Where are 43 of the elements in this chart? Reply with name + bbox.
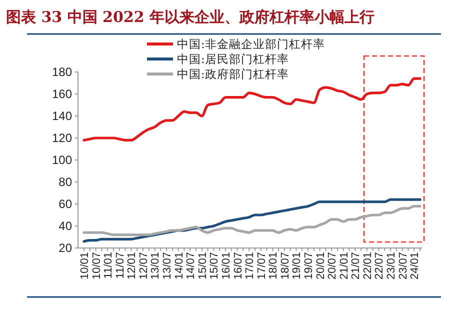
y-tick-label: 40 [58,219,72,234]
x-tick-label: 20/07 [326,252,339,280]
x-tick-label: 18/07 [279,252,292,280]
x-tick-label: 17/07 [256,252,268,280]
x-tick-label: 14/01 [173,252,186,280]
x-tick-label: 11/07 [114,252,126,279]
y-tick-label: 140 [52,109,72,124]
x-tick-label: 20/01 [314,252,327,280]
x-tick-label: 23/07 [397,252,410,280]
x-tick-label: 16/07 [232,252,244,280]
x-tick-label: 19/07 [303,252,315,280]
x-tick-label: 23/01 [386,252,398,280]
x-tick-label: 16/01 [220,252,232,280]
x-tick-label: 10/07 [90,252,103,280]
y-tick-label: 120 [52,131,72,146]
x-tick-label: 14/07 [185,252,198,280]
x-tick-label: 15/01 [196,252,209,280]
legend-label: 中国:政府部门杠杆率 [177,67,289,82]
x-tick-label: 12/01 [126,252,138,280]
x-tick-label: 22/07 [374,252,386,280]
legend-label: 中国:居民部门杠杆率 [177,52,289,66]
y-tick-label: 160 [52,87,72,102]
x-tick-label: 21/07 [350,252,362,280]
chart-title: 图表 33 中国 2022 年以来企业、政府杠杆率小幅上行 [6,8,375,26]
x-tick-label: 17/01 [244,252,256,280]
x-tick-label: 22/01 [362,252,374,280]
x-tick-label: 19/01 [291,252,304,280]
x-tick-label: 21/01 [338,252,350,280]
x-tick-label: 15/07 [208,252,221,280]
x-tick-label: 11/01 [102,252,115,279]
x-tick-label: 13/01 [150,252,162,280]
legend-label: 中国:非金融企业部门杠杆率 [177,37,325,52]
y-tick-label: 20 [58,241,72,256]
x-tick-label: 12/07 [138,252,150,280]
line-series [82,204,422,236]
y-tick-label: 80 [58,175,72,190]
x-tick-label: 18/01 [268,252,280,280]
y-tick-label: 100 [52,153,72,168]
y-tick-label: 180 [52,65,72,80]
x-tick-label: 10/01 [79,252,91,280]
x-tick-label: 24/01 [409,252,422,280]
x-tick-label: 13/07 [162,252,174,280]
y-tick-label: 60 [58,197,72,212]
